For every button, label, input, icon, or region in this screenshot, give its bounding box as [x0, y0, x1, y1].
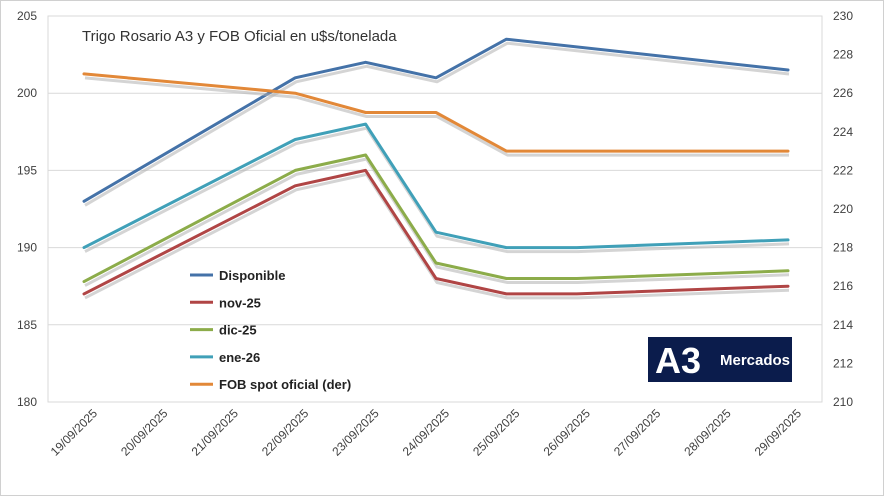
- left-tick-label: 200: [17, 86, 37, 100]
- chart-title: Trigo Rosario A3 y FOB Oficial en u$s/to…: [82, 28, 397, 45]
- right-tick-label: 224: [833, 125, 853, 139]
- right-tick-label: 214: [833, 318, 853, 332]
- series-shadow: [84, 172, 790, 300]
- gridlines: [47, 15, 823, 403]
- series-line-nov-25: [82, 168, 790, 296]
- a3-mercados-logo: A3 Mercados: [648, 337, 792, 382]
- left-tick-label: 185: [17, 318, 37, 332]
- right-tick-label: 228: [833, 48, 853, 62]
- left-axis-ticks: 180 185 190 195 200 205: [17, 9, 37, 409]
- series-lines: [82, 37, 790, 300]
- series-shadow: [84, 76, 789, 157]
- left-tick-label: 180: [17, 395, 37, 409]
- right-tick-label: 226: [833, 86, 853, 100]
- series-line-disponible: [82, 37, 790, 203]
- legend-label: Disponible: [219, 268, 285, 283]
- series-line-ene-26: [82, 122, 790, 250]
- right-tick-label: 220: [833, 202, 853, 216]
- series-line-dic-25: [82, 153, 790, 284]
- series-shadow: [84, 41, 790, 207]
- series-line-fob-spot-oficial-der-: [82, 72, 790, 153]
- legend: Disponible nov-25 dic-25 ene-26 FOB spot ofi…: [190, 268, 351, 392]
- right-tick-label: 216: [833, 279, 853, 293]
- legend-label: FOB spot oficial (der): [219, 377, 351, 392]
- logo-background: [648, 337, 792, 382]
- right-tick-label: 210: [833, 395, 853, 409]
- right-axis-ticks: 210 212 214 216 218 220 222 224 226 228 230: [833, 9, 853, 409]
- right-tick-label: 212: [833, 356, 853, 370]
- left-tick-label: 195: [17, 163, 37, 177]
- left-tick-label: 205: [17, 9, 37, 23]
- legend-label: dic-25: [219, 323, 257, 338]
- logo-text: Mercados: [720, 352, 790, 369]
- right-tick-label: 218: [833, 241, 853, 255]
- left-tick-label: 190: [17, 241, 37, 255]
- logo-mark: A3: [655, 340, 701, 381]
- legend-label: nov-25: [219, 295, 261, 310]
- plot-area: [47, 15, 823, 403]
- right-tick-label: 230: [833, 9, 853, 23]
- series-shadow: [84, 157, 790, 287]
- right-tick-label: 222: [833, 163, 853, 177]
- series-shadow: [84, 126, 790, 254]
- legend-label: ene-26: [219, 350, 260, 365]
